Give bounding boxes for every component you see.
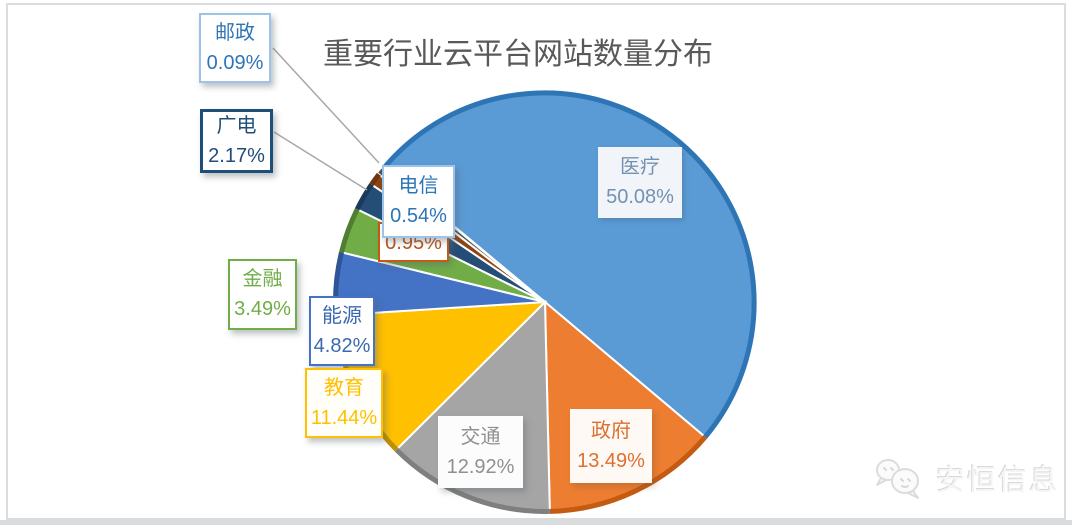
leader-lines-group [272,47,380,191]
pie-slice-edge [549,435,708,514]
callout-label: 金融 [242,268,283,290]
pie-slice-edge [394,447,550,514]
postal-leader-line [272,47,380,164]
pie-slice-edge [382,90,757,439]
callout-label: 能源 [322,304,362,327]
bottom-divider [0,520,1072,525]
pie-slice-edge [369,172,381,186]
callout-finance: 金融 3.49% [228,259,297,330]
chart-frame-border [6,3,1066,520]
callout-value: 2.17% [208,144,265,167]
callout-label: 政府 [591,419,631,442]
chat-bubbles-icon [876,459,919,499]
callout-label: 交通 [460,425,501,448]
broadcast-leader-line [273,131,368,191]
watermark: 安恒信息 [872,450,1068,506]
callout-value: 50.08% [606,186,674,208]
chart-title: 重要行业云平台网站数量分布 [323,38,713,71]
watermark-text: 安恒信息 [936,465,1061,497]
callout-value: 12.92% [446,455,515,478]
callout-telecom: 电信 0.54% [382,165,455,238]
callout-broadcast: 广电 2.17% [200,109,273,173]
callout-value: 3.49% [234,298,291,320]
callout-label: 医疗 [620,156,660,178]
callout-value: 11.44% [310,406,378,429]
callout-value: 13.49% [577,449,645,472]
pie-slice-edge [339,208,360,253]
callout-government: 政府 13.49% [570,409,652,483]
pie-slice-edge [354,183,374,211]
callout-medical: 医疗 50.08% [598,147,682,218]
callout-value: 0.54% [390,205,447,227]
callout-energy: 能源 4.82% [309,296,375,366]
callout-transport: 交通 12.92% [438,416,523,488]
callout-education: 教育 11.44% [305,368,383,438]
callout-label: 邮政 [215,21,255,44]
callout-label: 广电 [216,114,257,137]
callout-value: 4.82% [313,334,371,357]
callout-postal: 邮政 0.09% [199,13,271,83]
callout-label: 教育 [324,376,364,399]
callout-value: 0.09% [206,51,264,74]
callout-label: 电信 [398,175,439,197]
pie-slices-group [332,88,759,515]
